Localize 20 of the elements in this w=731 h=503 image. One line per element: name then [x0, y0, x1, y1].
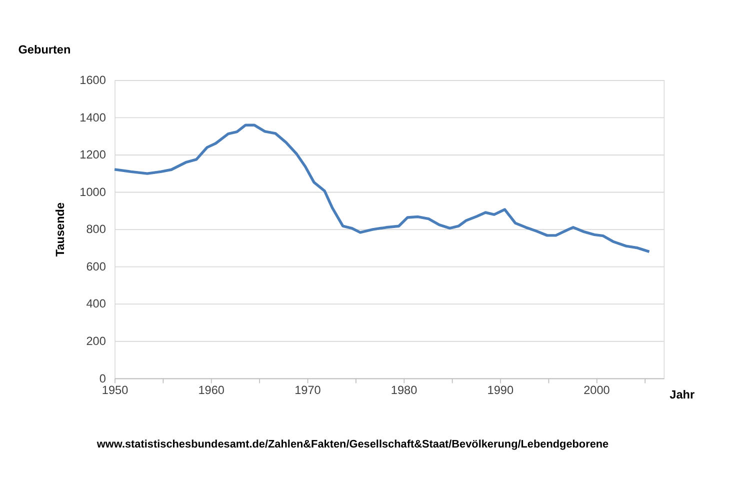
x-axis-title: Jahr: [670, 388, 695, 402]
y-tick-label: 1200: [80, 148, 106, 162]
y-tick-label: 1400: [80, 110, 106, 124]
y-tick-label: 800: [86, 222, 106, 236]
y-tick-label: 600: [86, 259, 106, 274]
y-tick-label: 0: [99, 371, 106, 386]
line-series: [113, 124, 651, 254]
y-tick-label: 1600: [80, 73, 106, 88]
y-axis-title: Tausende: [53, 202, 68, 257]
y-tick-label: 400: [86, 296, 106, 311]
x-tick-label: 1990: [487, 383, 514, 398]
x-tick-label: 1980: [390, 383, 418, 398]
x-tick-label: 1950: [102, 383, 129, 398]
y-tick-label: 1000: [80, 184, 106, 199]
x-tick-label: 1960: [198, 383, 225, 398]
x-tick-label: 1970: [294, 383, 322, 398]
chart-title: Geburten: [18, 42, 71, 57]
y-tick-label: 200: [86, 334, 106, 348]
text: www.statistischesbundesamt.de/Zahlen&Fakten/Gesellschaft&Staat/Bevölkerung/Lebendgeborene: [96, 438, 609, 450]
x-tick-label: 2000: [584, 383, 610, 398]
